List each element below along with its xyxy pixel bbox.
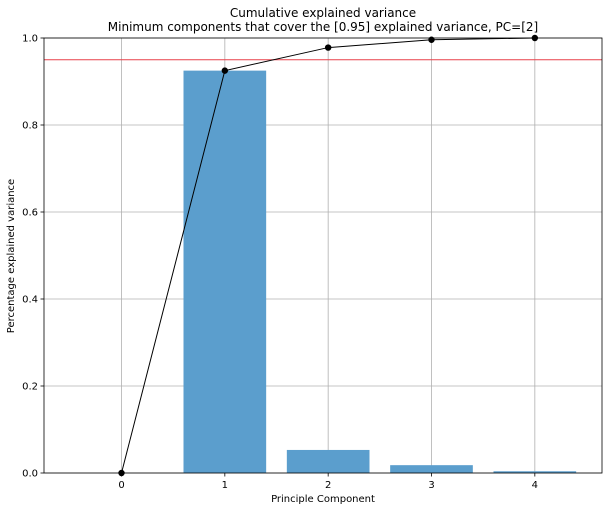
- plot-frame: [43, 37, 603, 474]
- x-tick-label: 0: [118, 480, 124, 491]
- tick-layer: 0 1 2 3 4 0.0 0.2 0.4 0.6 0.8 1.0: [22, 34, 538, 492]
- chart-title: Cumulative explained variance: [230, 6, 416, 20]
- x-tick-label: 1: [222, 480, 228, 491]
- y-axis-label: Percentage explained variance: [6, 179, 17, 333]
- x-tick-label: 2: [325, 480, 331, 491]
- y-tick-label: 0.2: [22, 382, 38, 393]
- x-tick-label: 3: [428, 480, 434, 491]
- cumulative-point: [428, 36, 435, 43]
- cumulative-point: [324, 44, 332, 51]
- y-tick-label: 0.6: [22, 208, 38, 219]
- variance-bar: [286, 449, 370, 473]
- y-tick-label: 0.4: [22, 295, 38, 306]
- x-axis-label: Principle Component: [271, 494, 375, 505]
- variance-bar: [390, 465, 473, 473]
- y-tick-label: 0.8: [22, 121, 38, 132]
- chart-subtitle: Minimum components that cover the [0.95]…: [108, 20, 538, 34]
- x-tick-label: 4: [532, 480, 538, 491]
- variance-bar: [493, 471, 577, 473]
- variance-bar: [183, 70, 267, 473]
- y-tick-label: 1.0: [22, 34, 38, 45]
- grid-layer: [44, 37, 602, 474]
- cumulative-point: [221, 67, 229, 74]
- y-tick-label: 0.0: [22, 469, 38, 480]
- bar-layer: [183, 70, 577, 473]
